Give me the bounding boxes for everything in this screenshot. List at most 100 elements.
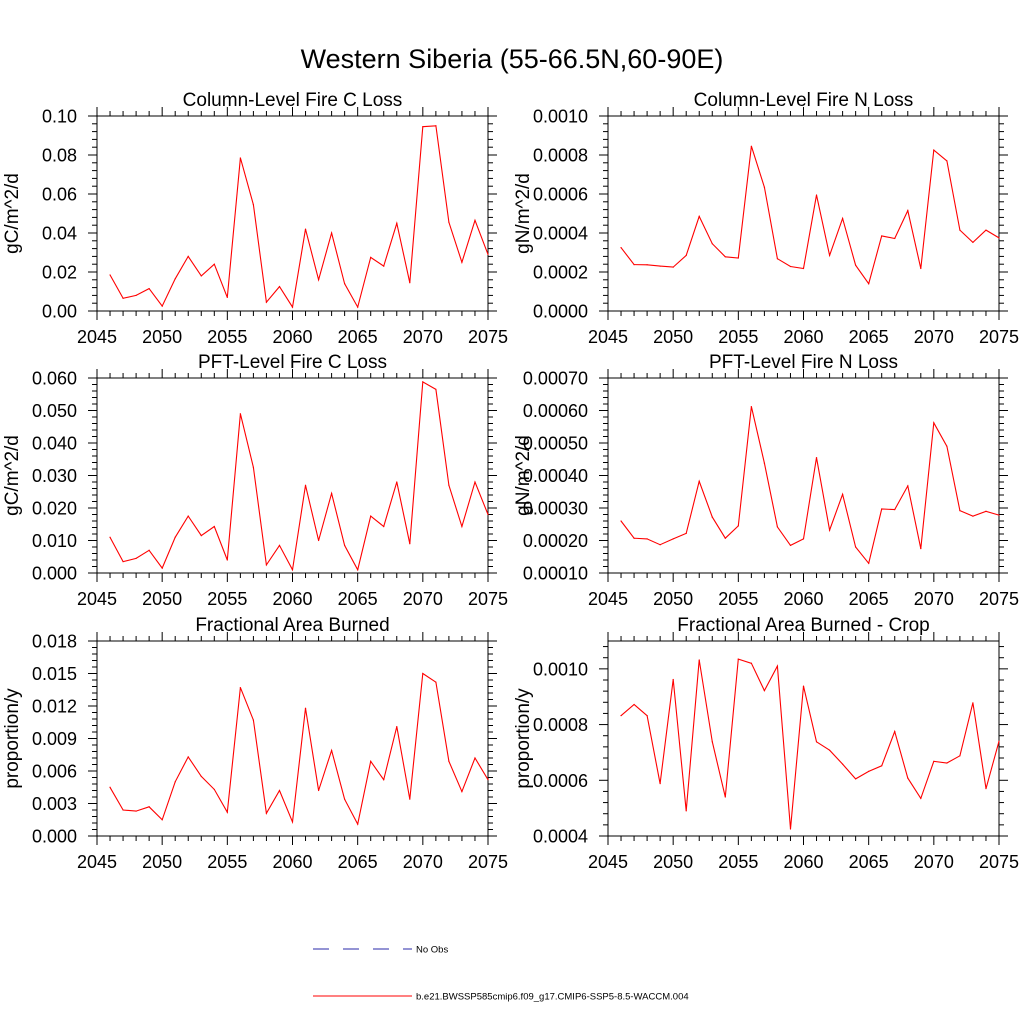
data-point — [828, 254, 831, 257]
data-point — [213, 525, 215, 528]
data-point — [985, 229, 987, 231]
x-tick-label: 2055 — [718, 589, 758, 609]
data-point — [776, 665, 779, 667]
x-tick-label: 2060 — [783, 852, 823, 872]
data-point — [724, 796, 726, 798]
data-point — [383, 779, 385, 781]
y-tick-label: 0.003 — [32, 794, 77, 814]
data-point — [383, 265, 385, 267]
data-point — [763, 186, 766, 188]
data-point — [226, 811, 228, 813]
plot-frame — [96, 640, 489, 837]
data-point — [174, 781, 176, 783]
data-point — [685, 532, 687, 534]
data-point — [278, 789, 281, 792]
data-point — [396, 222, 398, 224]
data-point — [200, 275, 202, 277]
data-point — [750, 662, 752, 664]
data-point — [711, 243, 713, 245]
data-point — [226, 296, 228, 298]
data-point — [370, 760, 372, 762]
data-point — [344, 283, 346, 285]
data-point — [252, 719, 254, 721]
data-point — [672, 678, 674, 681]
data-point — [672, 538, 674, 540]
x-tick-label: 2050 — [142, 327, 182, 347]
data-point — [239, 413, 241, 415]
data-point — [750, 406, 752, 408]
data-point — [724, 256, 726, 258]
data-point — [946, 160, 948, 162]
data-point — [304, 707, 307, 709]
data-point — [868, 283, 870, 285]
data-point — [187, 756, 189, 758]
data-point — [357, 569, 359, 571]
plot-frame — [96, 115, 489, 312]
data-point — [317, 789, 320, 792]
data-point — [633, 537, 635, 539]
y-tick-label: 0.00 — [42, 302, 77, 322]
data-point — [396, 481, 398, 483]
data-point — [737, 525, 739, 527]
legend: No Obs b.e21.BWSSP585cmip6.f09_g17.CMIP6… — [313, 945, 689, 1003]
data-point — [737, 658, 739, 660]
plot-frame — [96, 377, 489, 574]
data-point — [842, 217, 844, 219]
x-tick-label: 2050 — [653, 327, 693, 347]
data-point — [357, 306, 359, 308]
data-point — [933, 149, 935, 151]
data-point — [855, 546, 857, 548]
chart-panel-6: Fractional Area Burned - Crop proportion/… — [513, 615, 1019, 872]
data-point — [776, 258, 779, 260]
y-tick-label: 0.0004 — [533, 827, 588, 847]
data-point — [802, 685, 805, 687]
x-tick-label: 2075 — [979, 852, 1019, 872]
data-point — [265, 301, 268, 303]
data-point — [633, 703, 635, 706]
data-point — [187, 515, 189, 517]
data-point — [304, 484, 307, 486]
x-tick-label: 2060 — [783, 327, 823, 347]
data-point — [907, 485, 909, 487]
y-tick-label: 0.020 — [32, 499, 77, 519]
y-tick-label: 0.010 — [32, 531, 77, 551]
x-tick-label: 2055 — [718, 852, 758, 872]
y-tick-label: 0.012 — [32, 697, 77, 717]
data-point — [998, 237, 1000, 239]
y-tick-label: 0.006 — [32, 762, 77, 782]
data-point — [659, 265, 661, 267]
data-point — [881, 765, 883, 767]
x-tick-label: 2045 — [588, 327, 628, 347]
data-point — [946, 762, 948, 764]
y-tick-label: 0.060 — [32, 369, 77, 389]
x-tick-label: 2075 — [979, 327, 1019, 347]
y-tick-label: 0.00040 — [523, 466, 588, 486]
series-line — [620, 146, 1000, 285]
data-point — [200, 775, 202, 778]
y-tick-label: 0.050 — [32, 401, 77, 421]
data-point — [815, 457, 818, 459]
data-point — [842, 763, 844, 765]
data-point — [461, 525, 463, 528]
plot-frame — [607, 115, 1000, 312]
data-point — [894, 730, 896, 733]
data-point — [344, 798, 346, 800]
data-point — [252, 466, 254, 468]
data-point — [109, 274, 111, 276]
data-point — [213, 788, 215, 791]
data-point — [148, 549, 150, 551]
series-line — [109, 125, 489, 309]
data-point — [278, 286, 281, 288]
data-point — [946, 445, 948, 447]
y-axis-label: proportion/y — [2, 688, 23, 789]
data-point — [487, 513, 489, 516]
data-point — [461, 261, 463, 263]
data-point — [855, 778, 857, 780]
y-tick-label: 0.06 — [42, 185, 77, 205]
data-point — [842, 493, 844, 495]
data-point — [737, 257, 739, 259]
data-point — [213, 263, 215, 265]
x-tick-label: 2050 — [142, 852, 182, 872]
data-point — [109, 536, 111, 538]
data-point — [357, 823, 359, 825]
